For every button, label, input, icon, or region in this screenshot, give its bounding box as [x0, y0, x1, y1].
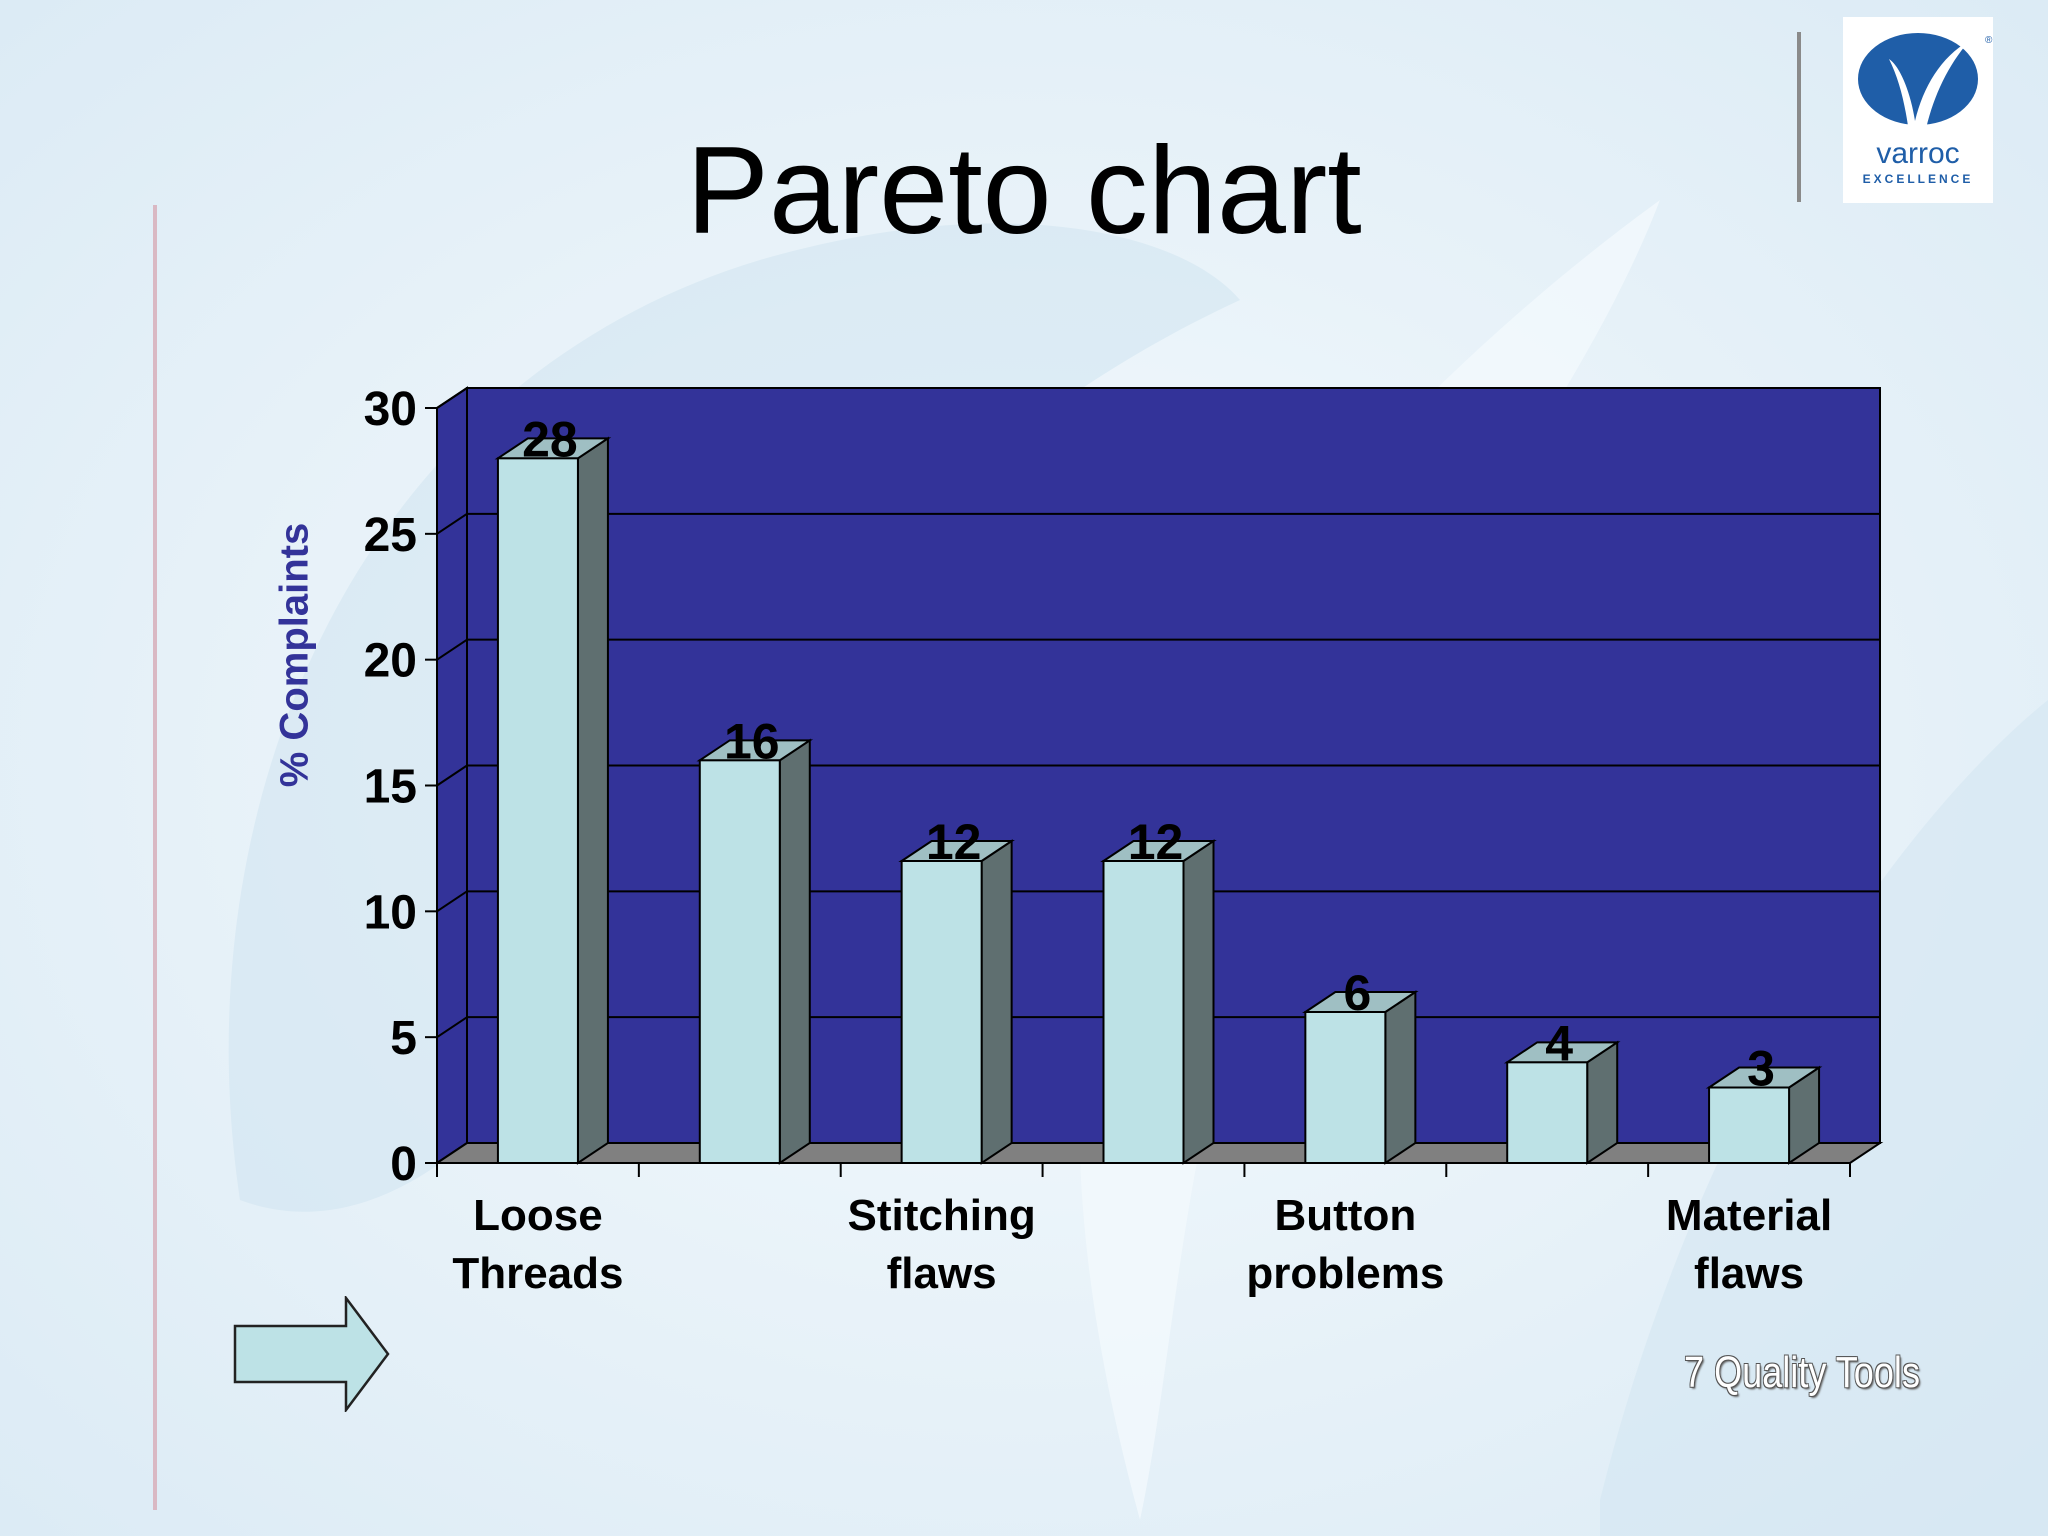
bar: [496, 457, 579, 1165]
bar: [1708, 1086, 1791, 1164]
gridline-side: [436, 890, 468, 913]
x-tick-label: Button: [1274, 1191, 1416, 1240]
bar-side: [576, 436, 609, 1165]
data-label: 28: [522, 411, 578, 467]
right-arrow-icon[interactable]: [233, 1296, 390, 1412]
x-tick-label: Threads: [452, 1249, 623, 1298]
data-label: 4: [1545, 1015, 1573, 1071]
x-tick-label: Stitching: [848, 1191, 1036, 1240]
y-tick-label: 10: [364, 886, 417, 939]
logo-brand-text: varroc: [1876, 137, 1959, 170]
y-tick-label: 5: [390, 1012, 417, 1065]
y-tick-label: 0: [390, 1138, 417, 1191]
registered-mark: ®: [1985, 35, 1993, 46]
data-label: 6: [1343, 965, 1371, 1021]
x-tick-label: flaws: [887, 1249, 997, 1298]
x-tick-label: Material: [1666, 1191, 1832, 1240]
data-label: 12: [926, 814, 982, 870]
varroc-logo-icon: ® varroc EXCELLENCE: [1858, 33, 1993, 186]
y-tick-label: 25: [364, 509, 417, 562]
slide-title: Pareto chart: [686, 122, 1362, 260]
bar-side: [778, 738, 811, 1165]
brand-logo: ® varroc EXCELLENCE: [1843, 17, 1993, 203]
bar-side: [1384, 990, 1417, 1165]
bar: [1506, 1061, 1589, 1165]
bar: [900, 860, 983, 1164]
gridline-side: [436, 764, 468, 787]
bar-side: [980, 839, 1013, 1165]
y-tick-label: 20: [364, 635, 417, 688]
data-label: 3: [1747, 1041, 1775, 1097]
bar: [1304, 1011, 1387, 1164]
y-tick-label: 15: [364, 761, 417, 814]
data-label: 12: [1128, 814, 1184, 870]
logo-divider: [1797, 32, 1801, 202]
gridline-side: [436, 638, 468, 661]
footer-caption: 7 Quality Tools: [1684, 1348, 1920, 1397]
bar-side: [1182, 839, 1215, 1165]
x-tick-label: flaws: [1694, 1249, 1804, 1298]
data-label: 16: [724, 713, 780, 769]
x-tick-label: problems: [1246, 1249, 1444, 1298]
bar: [1102, 860, 1185, 1164]
x-tick-label: Loose: [473, 1191, 603, 1240]
gridline-side: [436, 513, 468, 535]
gridline-side: [436, 1016, 468, 1038]
y-tick-label: 30: [364, 383, 417, 436]
logo-tagline: EXCELLENCE: [1863, 172, 1974, 186]
bar: [698, 759, 781, 1164]
gridline-side: [436, 387, 468, 409]
left-rule: [153, 205, 157, 1510]
